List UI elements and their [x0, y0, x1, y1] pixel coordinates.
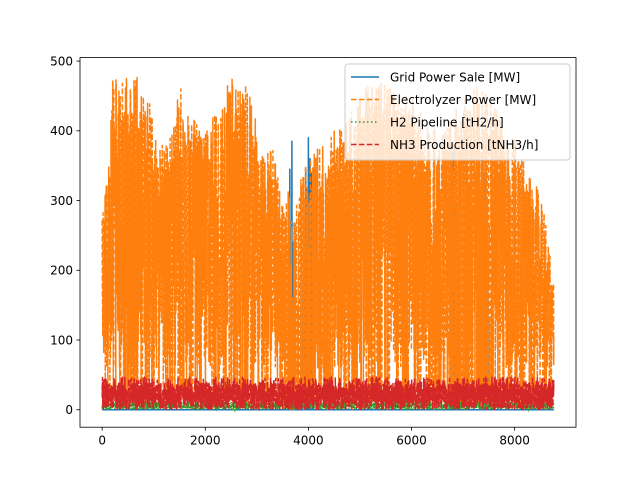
x-tick-label: 4000	[293, 434, 324, 448]
y-tick-label: 200	[50, 264, 73, 278]
series-nh3-production-line	[101, 376, 555, 411]
x-tick-label: 6000	[396, 434, 427, 448]
axes-frame	[79, 57, 577, 428]
x-tick-label: 2000	[190, 434, 221, 448]
y-tick-label: 300	[50, 194, 73, 208]
legend-label: Grid Power Sale [MW]	[390, 70, 520, 84]
y-tick-label: 0	[65, 403, 73, 417]
x-tick-label: 0	[98, 434, 106, 448]
legend-box	[344, 63, 571, 161]
y-tick-label: 400	[50, 124, 73, 138]
legend: Grid Power Sale [MW] Electrolyzer Power […	[344, 63, 571, 161]
series-layer	[101, 76, 555, 413]
axes-layer: 0 2000 4000 6000 8000 0 100 200 300 400 500	[50, 54, 577, 448]
x-tick-label: 8000	[499, 434, 530, 448]
y-tick-label: 500	[50, 54, 73, 68]
legend-label: NH3 Production [tNH3/h]	[390, 138, 538, 152]
legend-label: H2 Pipeline [tH2/h]	[390, 115, 504, 129]
series-electrolyzer-power-line	[101, 76, 555, 411]
legend-label: Electrolyzer Power [MW]	[390, 93, 536, 107]
y-tick-label: 100	[50, 333, 73, 347]
